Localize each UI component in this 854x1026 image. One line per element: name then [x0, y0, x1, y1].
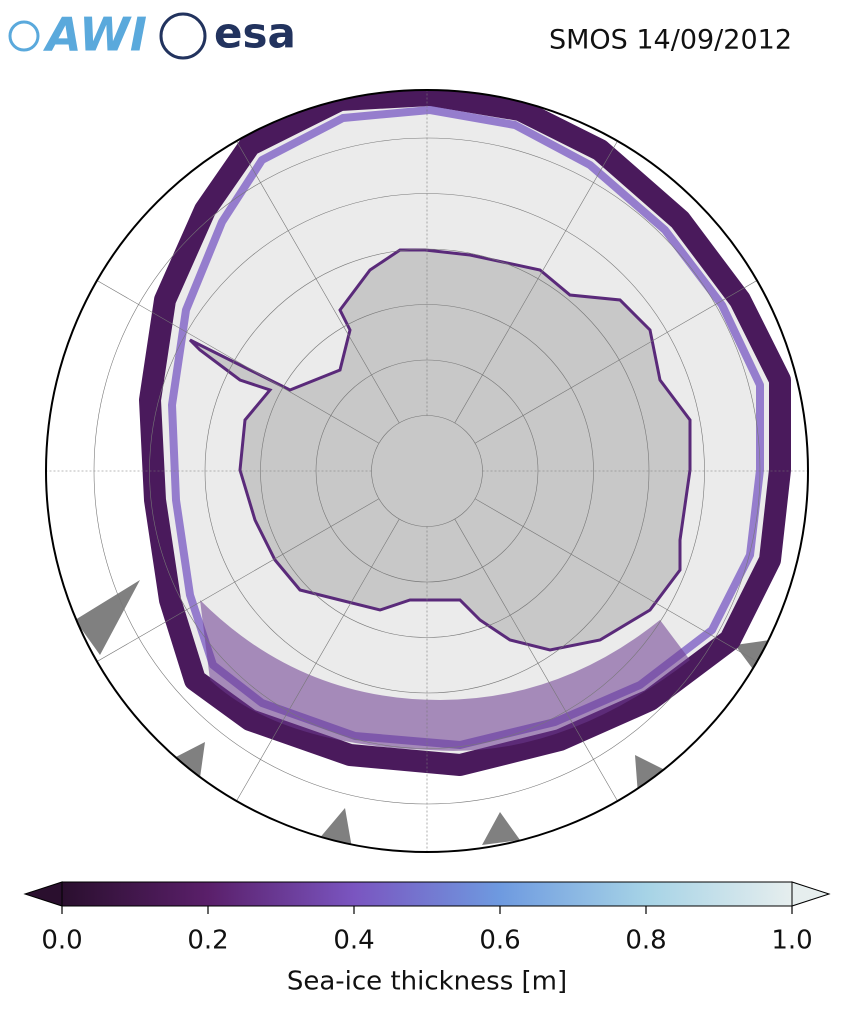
meridian: [226, 124, 400, 424]
meridian: [474, 270, 774, 444]
colorbar-tick-label: 1.0: [771, 926, 812, 956]
colorbar-tick-label: 0.0: [41, 926, 82, 956]
awi-globe: [8, 20, 40, 52]
colorbar-tick-label: 0.6: [479, 926, 520, 956]
map-title: SMOS 14/09/2012: [549, 25, 792, 56]
map-border: [45, 89, 809, 853]
colorbar-tick-label: 0.2: [187, 926, 228, 956]
meridian: [454, 124, 628, 424]
colorbar-tick-label: 0.4: [333, 926, 374, 956]
esa-logo: esa: [214, 9, 296, 58]
meridian: [474, 498, 774, 672]
colorbar-label: Sea-ice thickness [m]: [287, 967, 567, 997]
meridian: [80, 498, 380, 672]
map: [46, 90, 808, 852]
esa-globe: [159, 12, 207, 60]
latitude-circle: [204, 248, 650, 694]
antarctica: [188, 248, 692, 652]
thin-ice-band: [200, 600, 690, 751]
awi-logo: AWI: [43, 8, 147, 62]
latitude-circle: [315, 359, 539, 583]
latitude-circle: [260, 304, 594, 638]
meridian: [226, 518, 400, 818]
colorbar-extend-low: [23, 881, 63, 907]
colorbar-tick-label: 0.8: [625, 926, 666, 956]
colorbar: 0.0 0.2 0.4 0.6 0.8 1.0: [23, 881, 831, 956]
graticule: [46, 90, 808, 852]
colorbar-extend-high: [791, 881, 831, 907]
colorbar-bar: [61, 881, 793, 907]
meridian: [454, 518, 628, 818]
meridian: [80, 270, 380, 444]
